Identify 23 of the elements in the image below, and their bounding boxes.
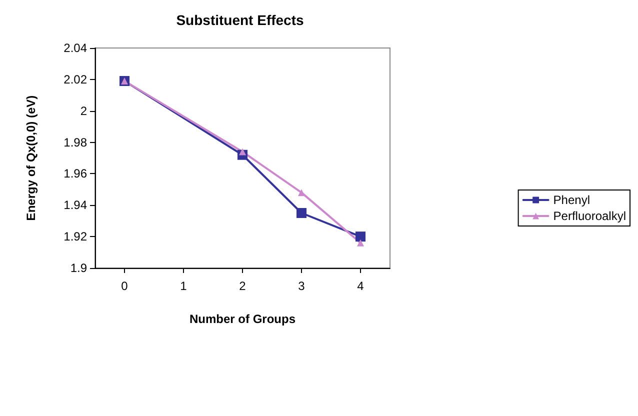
- point: [298, 189, 305, 196]
- point: [357, 239, 364, 246]
- x-tick-label: 0: [121, 279, 128, 293]
- point: [356, 232, 366, 242]
- y-tick-label: 2.04: [64, 41, 88, 55]
- y-tick-label: 1.94: [64, 198, 88, 212]
- y-tick-label: 1.9: [70, 261, 88, 275]
- x-tick-label: 4: [357, 279, 364, 293]
- x-tick-label: 2: [239, 279, 246, 293]
- y-tick-label: 1.96: [64, 166, 88, 181]
- point: [239, 148, 246, 156]
- y-axis-title: Energy of Qx(0,0) (eV): [24, 95, 38, 221]
- legend-label: Perfluoroalkyl: [553, 209, 626, 223]
- y-tick-label: 1.98: [64, 135, 88, 150]
- chart-title: Substituent Effects: [176, 12, 304, 28]
- legend-label: Phenyl: [553, 193, 590, 207]
- x-tick-label: 3: [298, 279, 306, 293]
- x-axis-title: Number of Groups: [189, 312, 296, 326]
- x-tick-label: 1: [180, 279, 188, 293]
- y-tick-label: 1.92: [64, 230, 88, 244]
- y-tick-label: 2.02: [64, 72, 88, 86]
- point: [296, 208, 306, 218]
- y-tick-label: 2: [80, 104, 88, 118]
